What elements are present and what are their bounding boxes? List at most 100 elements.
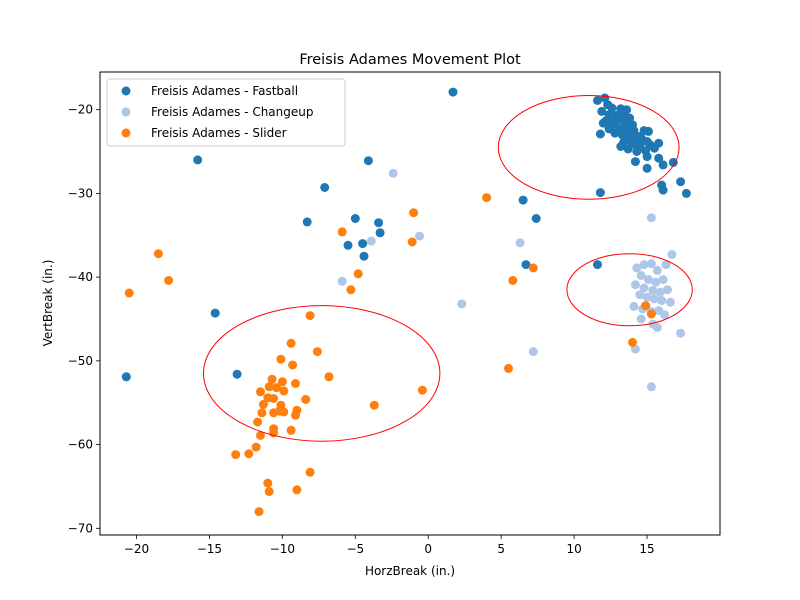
x-tick-label: −15 (197, 542, 222, 556)
highlight-ellipse (497, 94, 680, 200)
data-point (320, 183, 330, 192)
data-point (457, 299, 467, 309)
data-point (256, 387, 265, 397)
data-point (668, 157, 678, 167)
x-tick-label: −20 (124, 542, 149, 556)
data-point (644, 126, 653, 136)
data-point (676, 177, 686, 187)
x-axis-ticks: −20 −15 −10 −5 0 5 10 15 (124, 535, 655, 556)
data-point (279, 407, 289, 417)
x-tick-label: 10 (566, 542, 581, 556)
data-point (272, 383, 281, 393)
data-point (324, 372, 334, 382)
data-point (504, 363, 513, 373)
data-point (350, 214, 360, 223)
data-point (448, 87, 458, 97)
data-point (646, 259, 656, 269)
data-point (652, 322, 662, 332)
x-tick-label: −5 (346, 542, 364, 556)
data-point (291, 379, 300, 388)
data-point (644, 275, 653, 285)
data-point (632, 263, 642, 273)
data-point (346, 285, 356, 295)
data-point (388, 168, 398, 178)
data-point (286, 338, 296, 348)
data-point (301, 394, 311, 404)
data-point (628, 337, 637, 347)
data-point (676, 328, 686, 338)
data-point (630, 280, 640, 290)
data-point (292, 485, 302, 495)
data-point (641, 301, 651, 311)
legend-box (106, 78, 346, 147)
data-point (251, 442, 261, 452)
data-point (515, 238, 525, 248)
data-point (193, 155, 203, 165)
data-point (649, 294, 659, 304)
y-tick-label: −50 (68, 354, 93, 368)
data-point (409, 208, 419, 218)
data-point (244, 449, 254, 459)
data-point (646, 309, 656, 319)
x-axis-label: HorzBreak (in.) (365, 564, 455, 578)
data-point (417, 385, 427, 395)
data-point (623, 144, 633, 154)
data-point (407, 237, 417, 247)
data-point (651, 277, 661, 287)
data-point (231, 450, 241, 460)
x-tick-label: 15 (639, 542, 654, 556)
highlight-ellipses (203, 94, 693, 442)
highlight-ellipse (203, 305, 441, 442)
data-point (337, 227, 347, 237)
data-point (253, 417, 263, 427)
data-point (153, 249, 163, 259)
legend: Freisis Adames - Fastball Freisis Adames… (106, 78, 346, 147)
data-point (642, 152, 652, 162)
chart-title: Freisis Adames Movement Plot (299, 52, 521, 68)
data-marks (121, 87, 691, 517)
data-point (667, 250, 677, 259)
data-point (257, 408, 267, 418)
data-point (635, 290, 645, 300)
data-point (302, 217, 312, 227)
data-point (124, 288, 134, 298)
data-point (613, 115, 623, 125)
data-point (305, 467, 315, 477)
data-point (648, 286, 658, 295)
data-point (337, 276, 347, 286)
data-point (595, 188, 605, 198)
data-point (632, 147, 642, 156)
data-point (639, 283, 649, 293)
data-point (636, 271, 646, 280)
data-point (258, 399, 268, 409)
data-point (593, 96, 602, 105)
data-point (518, 195, 528, 205)
data-point (598, 118, 608, 128)
series-0 (121, 87, 691, 382)
legend-marker-fastball (121, 86, 131, 96)
data-point (508, 276, 518, 285)
data-point (531, 214, 541, 223)
data-point (276, 354, 286, 364)
y-axis-label: VertBreak (in.) (41, 260, 55, 347)
data-point (359, 251, 369, 261)
series-1 (337, 168, 686, 392)
data-point (415, 231, 424, 241)
data-point (629, 301, 639, 311)
data-point (660, 310, 670, 320)
data-point (374, 218, 384, 228)
data-point (269, 394, 279, 403)
data-point (312, 347, 322, 357)
y-tick-label: −70 (68, 521, 93, 535)
data-point (654, 138, 664, 148)
data-point (646, 213, 656, 223)
data-point (482, 193, 492, 203)
legend-label-fastball: Freisis Adames - Fastball (151, 84, 298, 98)
x-tick-label: 0 (424, 542, 432, 556)
data-point (358, 239, 368, 249)
data-point (528, 263, 538, 273)
data-point (663, 285, 672, 295)
data-point (595, 129, 605, 139)
data-point (366, 236, 376, 246)
